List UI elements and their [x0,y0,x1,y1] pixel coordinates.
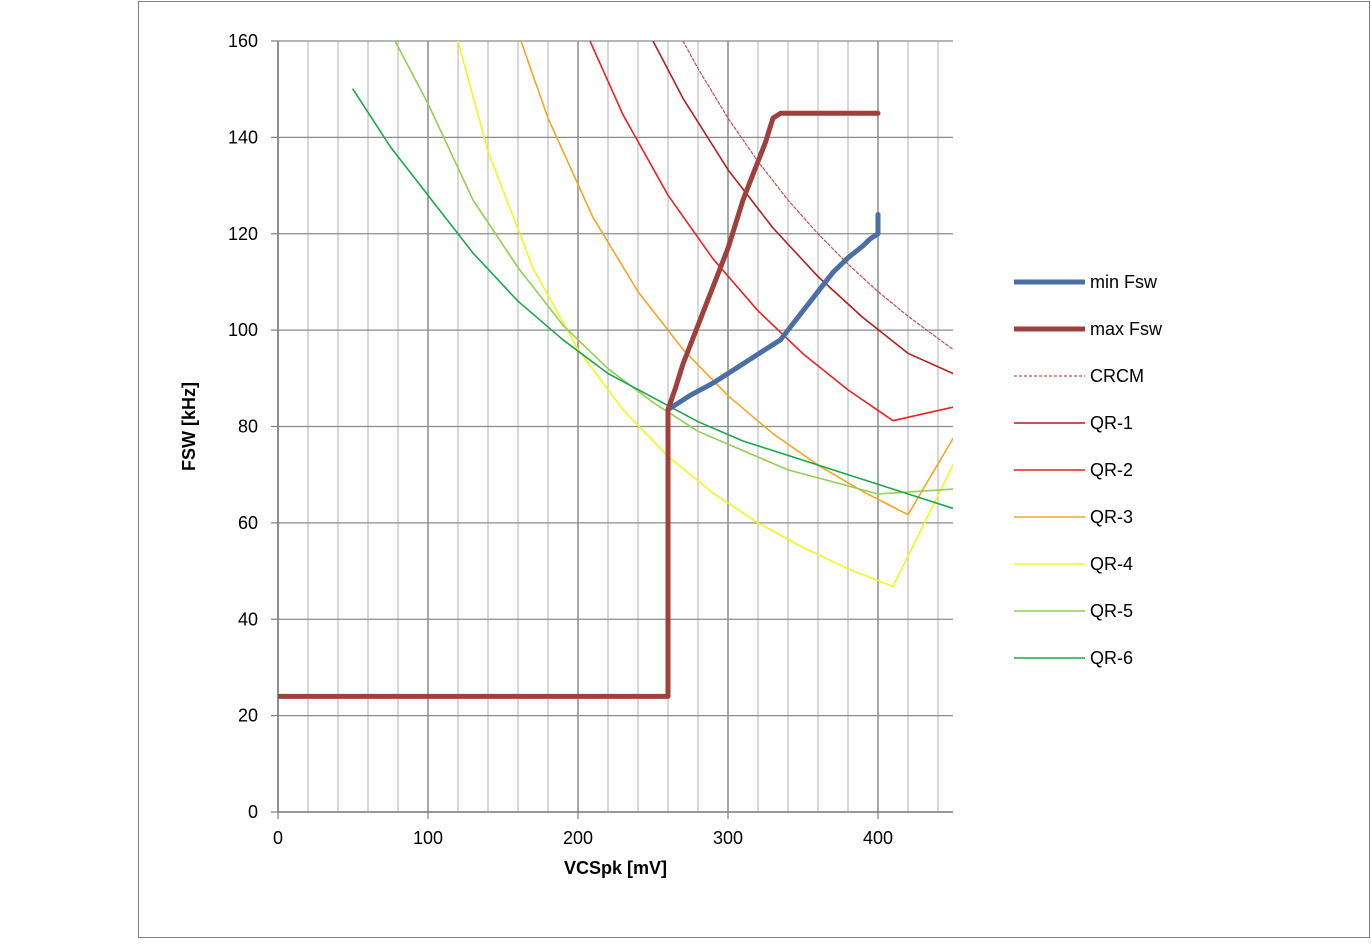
y-tick-label: 140 [228,127,258,147]
series-line-qr-4 [457,41,953,588]
legend-label-min-fsw: min Fsw [1090,272,1158,292]
axis-ticks: 0 20 40 60 80 100 120 140 160 0 100 200 300 400 [228,31,893,848]
y-tick-label: 20 [238,706,258,726]
x-axis-title: VCSpk [mV] [564,858,667,878]
y-tick-label: 120 [228,224,258,244]
series-line-crcm [682,41,953,350]
series-lines [278,41,953,699]
legend-label-qr-5: QR-5 [1090,601,1133,621]
legend: min Fsw max Fsw CRCM QR-1 QR-2 QR-3 QR-4 QR-5 QR… [1014,272,1163,668]
y-tick-label: 160 [228,31,258,51]
series-line-qr-6 [352,88,953,510]
x-tick-label: 400 [863,828,893,848]
series-line-qr-1 [652,41,953,375]
legend-label-qr-1: QR-1 [1090,413,1133,433]
legend-label-qr-3: QR-3 [1090,507,1133,527]
x-tick-label: 100 [413,828,443,848]
y-tick-label: 100 [228,320,258,340]
y-axis-title: FSW [kHz] [179,382,199,471]
x-tick-label: 300 [713,828,743,848]
legend-label-max-fsw: max Fsw [1090,319,1163,339]
series-line-max-fsw [278,110,881,699]
series-line-qr-2 [589,41,953,422]
series-line-qr-3 [520,41,953,516]
legend-label-qr-4: QR-4 [1090,554,1133,574]
x-tick-label: 0 [273,828,283,848]
legend-label-qr-6: QR-6 [1090,648,1133,668]
y-tick-label: 0 [248,802,258,822]
y-tick-label: 40 [238,609,258,629]
chart-area-border [138,1,1370,938]
series-line-min-fsw [665,212,881,413]
y-tick-label: 60 [238,513,258,533]
y-tick-label: 80 [238,417,258,437]
legend-label-crcm: CRCM [1090,366,1144,386]
x-tick-label: 200 [563,828,593,848]
series-line-qr-5 [394,41,953,495]
legend-label-qr-2: QR-2 [1090,460,1133,480]
